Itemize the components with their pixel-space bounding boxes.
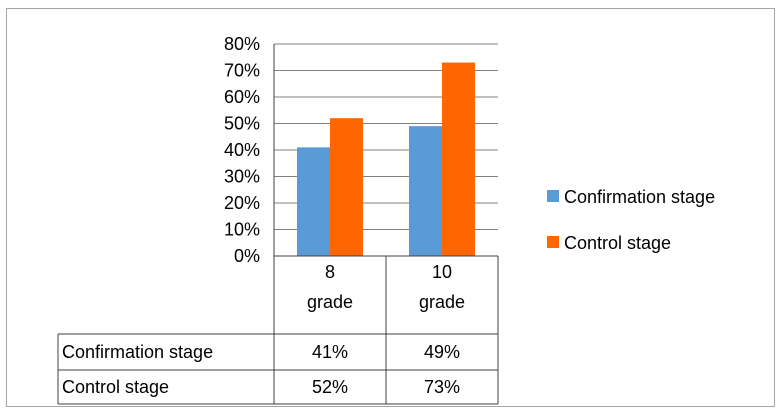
y-tick-label: 70%: [224, 61, 260, 81]
bar-confirmation-0: [297, 147, 330, 256]
legend-swatch: [547, 236, 559, 248]
y-tick-label: 60%: [224, 87, 260, 107]
legend-swatch: [547, 190, 559, 202]
y-tick-label: 20%: [224, 193, 260, 213]
bar-control-1: [442, 62, 475, 256]
table-row-label: Control stage: [62, 377, 169, 397]
table-row-label: Confirmation stage: [62, 342, 213, 362]
legend-entry: Confirmation stage: [564, 187, 715, 207]
data-label: 52%: [312, 377, 348, 397]
category-label: 8 grade: [307, 262, 353, 312]
chart-frame: [6, 8, 775, 407]
bar-control-0: [330, 118, 363, 256]
y-tick-label: 0%: [234, 246, 260, 266]
legend-entry: Control stage: [564, 233, 671, 253]
y-tick-label: 50%: [224, 114, 260, 134]
y-tick-label: 10%: [224, 220, 260, 240]
data-label: 41%: [312, 342, 348, 362]
bar-confirmation-1: [409, 126, 442, 257]
data-label: 49%: [424, 342, 460, 362]
data-label: 73%: [424, 377, 460, 397]
y-tick-label: 80%: [224, 34, 260, 54]
y-tick-label: 40%: [224, 140, 260, 160]
category-label: 10 grade: [419, 262, 465, 312]
y-tick-label: 30%: [224, 167, 260, 187]
